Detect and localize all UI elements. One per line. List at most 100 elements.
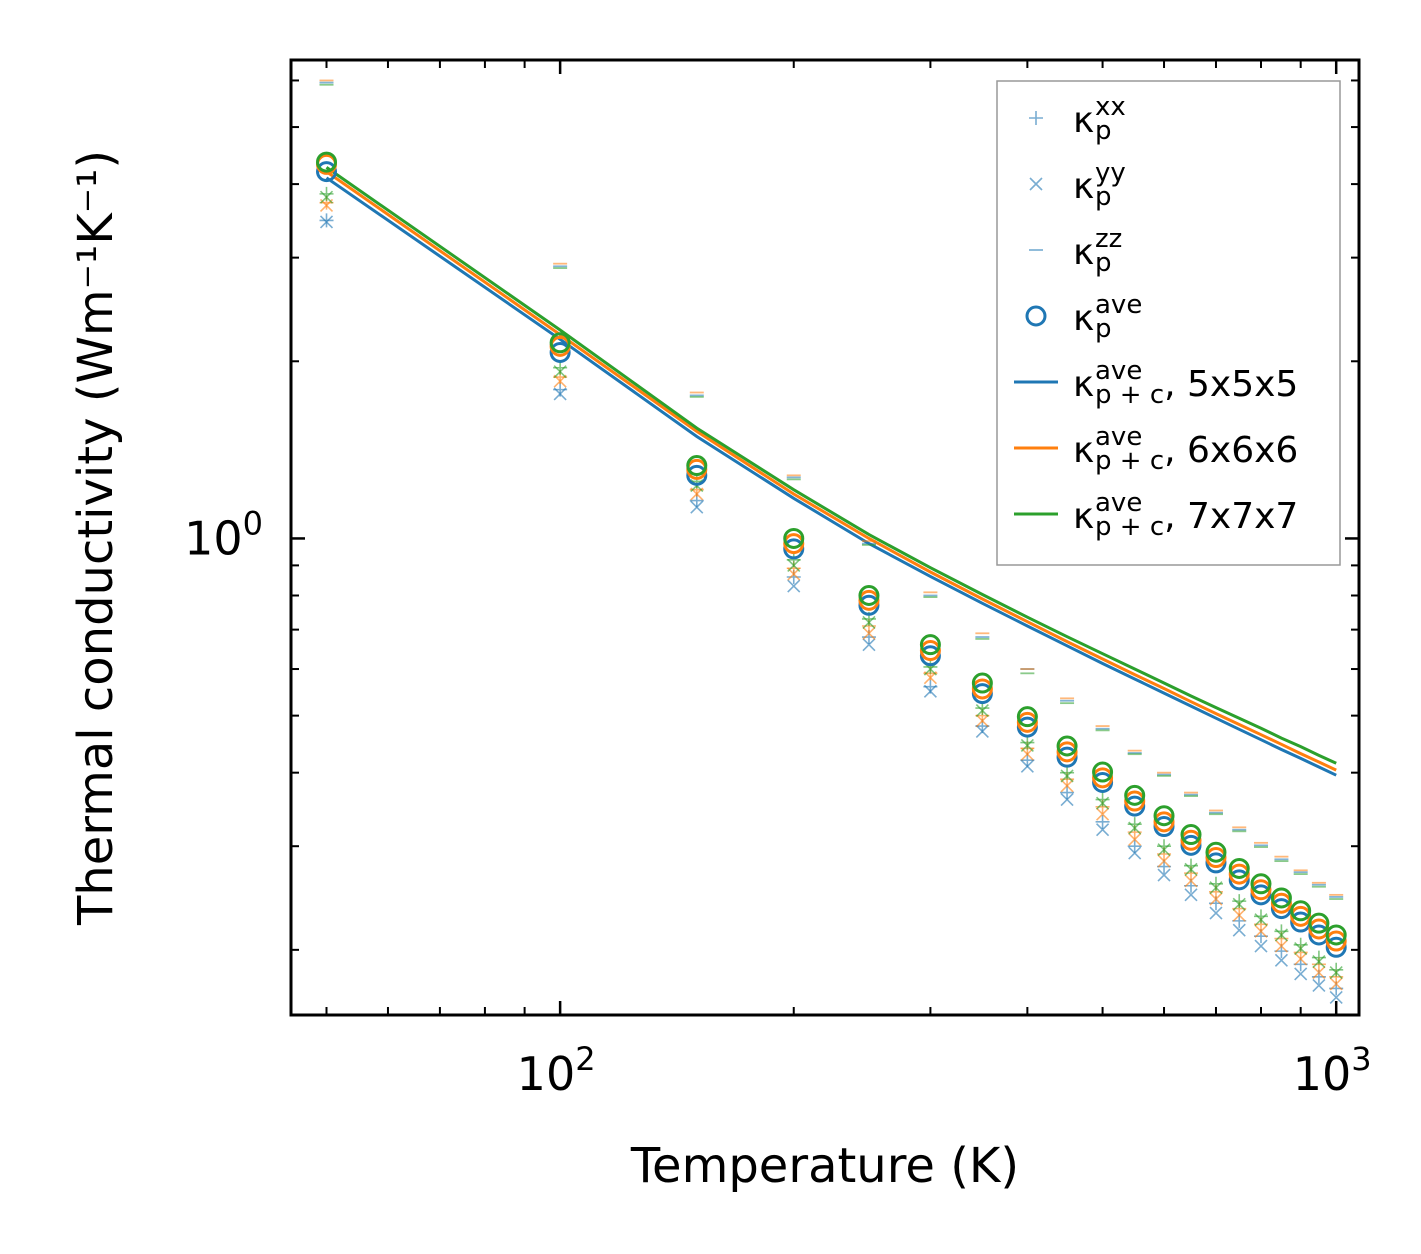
data-point bbox=[319, 213, 334, 228]
data-point bbox=[1270, 887, 1292, 909]
ticks-layer bbox=[291, 60, 1359, 1015]
data-point bbox=[783, 527, 805, 549]
data-point bbox=[1232, 908, 1246, 922]
data-point bbox=[1329, 977, 1343, 991]
data-point bbox=[1250, 873, 1272, 895]
tick-labels: 102 103 100 bbox=[184, 504, 1372, 1101]
data-point bbox=[971, 672, 993, 694]
data-point bbox=[316, 161, 338, 183]
data-point bbox=[1290, 900, 1312, 922]
data-point bbox=[1124, 784, 1146, 806]
data-point bbox=[1228, 869, 1250, 891]
data-point bbox=[1095, 814, 1110, 829]
data-point bbox=[975, 714, 989, 728]
data-point bbox=[1157, 839, 1172, 854]
series-line bbox=[325, 176, 1337, 777]
data-point bbox=[1020, 738, 1034, 752]
data-point bbox=[1157, 854, 1171, 868]
data-point bbox=[1184, 874, 1198, 888]
data-point bbox=[1209, 906, 1223, 920]
data-point bbox=[1056, 735, 1078, 757]
data-point bbox=[1274, 953, 1288, 967]
data-point bbox=[1124, 790, 1146, 812]
data-point bbox=[1128, 846, 1142, 860]
data-point bbox=[1312, 965, 1326, 980]
data-point bbox=[1060, 785, 1075, 800]
data-point bbox=[923, 659, 938, 674]
legend-marker bbox=[1029, 177, 1043, 191]
data-point bbox=[1294, 942, 1308, 956]
data-point bbox=[1205, 841, 1227, 863]
data-point bbox=[1180, 824, 1202, 846]
data-point bbox=[1128, 832, 1142, 847]
data-point bbox=[1184, 862, 1198, 876]
x-axis-label: Temperature (K) bbox=[630, 1138, 1019, 1194]
data-point bbox=[919, 640, 941, 662]
data-point bbox=[1128, 821, 1142, 835]
legend-label: κave p bbox=[1073, 290, 1142, 344]
data-point bbox=[1294, 967, 1308, 981]
data-point bbox=[319, 215, 334, 229]
legend-label: κzz p bbox=[1073, 224, 1122, 278]
data-point bbox=[319, 190, 334, 204]
data-point bbox=[1254, 913, 1268, 927]
data-point bbox=[1209, 881, 1223, 895]
data-point bbox=[787, 558, 801, 572]
data-point bbox=[549, 341, 571, 363]
data-point bbox=[549, 332, 571, 354]
data-point bbox=[1294, 952, 1308, 966]
data-point bbox=[1312, 955, 1326, 969]
data-point bbox=[1232, 894, 1247, 909]
data-point bbox=[1020, 735, 1035, 750]
data-point bbox=[919, 634, 941, 656]
data-point bbox=[686, 455, 708, 477]
data-point bbox=[1153, 805, 1175, 827]
data-point bbox=[319, 186, 334, 201]
data-point bbox=[1290, 905, 1312, 927]
y-tick-label: 100 bbox=[184, 504, 263, 565]
data-point bbox=[1060, 779, 1074, 793]
data-point bbox=[1325, 930, 1347, 952]
data-point bbox=[1312, 978, 1326, 993]
data-point bbox=[1092, 767, 1114, 789]
data-point bbox=[1325, 924, 1347, 946]
data-point bbox=[1060, 769, 1074, 783]
data-point bbox=[1127, 839, 1142, 854]
y-axis-label: Thermal conductivity (Wm⁻¹K⁻¹) bbox=[68, 150, 124, 926]
data-point bbox=[1228, 863, 1250, 885]
data-point bbox=[1180, 829, 1202, 851]
data-point bbox=[316, 151, 338, 173]
data-point bbox=[1096, 796, 1110, 810]
legend-label: κyy p bbox=[1073, 158, 1126, 212]
data-point bbox=[1254, 924, 1268, 938]
data-point bbox=[787, 579, 801, 593]
data-point bbox=[971, 678, 993, 700]
series-line bbox=[325, 170, 1337, 772]
legend-label: κave p + c, 6x6x6 bbox=[1073, 422, 1298, 476]
data-point bbox=[1254, 939, 1268, 953]
data-point bbox=[686, 464, 708, 486]
legend-marker bbox=[1025, 305, 1047, 327]
data-point bbox=[1096, 823, 1110, 837]
data-point bbox=[1329, 990, 1343, 1005]
data-point bbox=[975, 724, 989, 739]
data-point bbox=[1060, 793, 1074, 807]
legend-label: κave p + c, 7x7x7 bbox=[1073, 488, 1298, 542]
data-point bbox=[1157, 843, 1171, 857]
legend-marker bbox=[1029, 111, 1043, 125]
markers-layer bbox=[316, 79, 1347, 1005]
data-point bbox=[1228, 857, 1250, 879]
lines-layer bbox=[325, 166, 1337, 777]
data-point bbox=[553, 374, 567, 388]
legend: κxx p κyy p κzz p κave p κave p + c, 5x5x5 κave p +… bbox=[996, 80, 1341, 566]
data-point bbox=[862, 638, 876, 652]
data-point bbox=[1060, 765, 1075, 780]
data-point bbox=[975, 704, 989, 718]
data-point bbox=[1232, 923, 1246, 937]
data-point bbox=[1329, 965, 1343, 980]
data-point bbox=[1157, 868, 1171, 882]
legend-label: κxx p bbox=[1073, 92, 1126, 146]
data-point bbox=[923, 684, 937, 698]
data-point bbox=[1274, 924, 1289, 939]
data-point bbox=[1020, 753, 1035, 768]
